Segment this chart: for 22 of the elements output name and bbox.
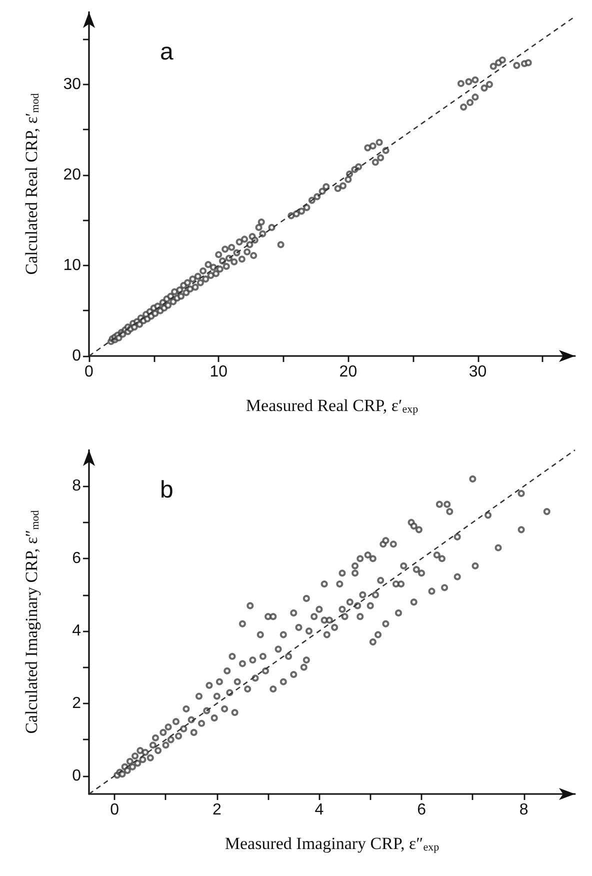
y-tick-label: 30: [63, 76, 82, 93]
y-tick-label: 6: [72, 550, 82, 568]
y-tick-label: 10: [63, 256, 82, 274]
x-tick-label: 0: [84, 364, 94, 380]
x-tick-label: 6: [417, 802, 426, 818]
y-tick-label: 20: [63, 166, 82, 184]
x-tick-label: 0: [110, 802, 120, 818]
y-axis-title: Calculated Imaginary CRP, ε″mod: [22, 510, 42, 734]
y-tick-label: 2: [72, 694, 82, 712]
x-tick-label: 2: [212, 802, 222, 818]
x-tick-label: 4: [314, 802, 324, 818]
x-tick-label: 30: [468, 364, 487, 380]
text: b: [160, 476, 174, 504]
x-tick-label: 8: [519, 802, 528, 818]
x-tick-label: 10: [210, 364, 228, 380]
y-tick-label: 0: [72, 767, 82, 784]
y-tick-label: 8: [72, 478, 82, 495]
x-tick-label: 20: [339, 364, 358, 380]
y-axis-title: Calculated Real CRP, ε′mod: [22, 92, 42, 275]
text: a: [160, 38, 174, 66]
y-tick-label: 4: [72, 622, 82, 640]
y-tick-label: 0: [72, 348, 82, 364]
